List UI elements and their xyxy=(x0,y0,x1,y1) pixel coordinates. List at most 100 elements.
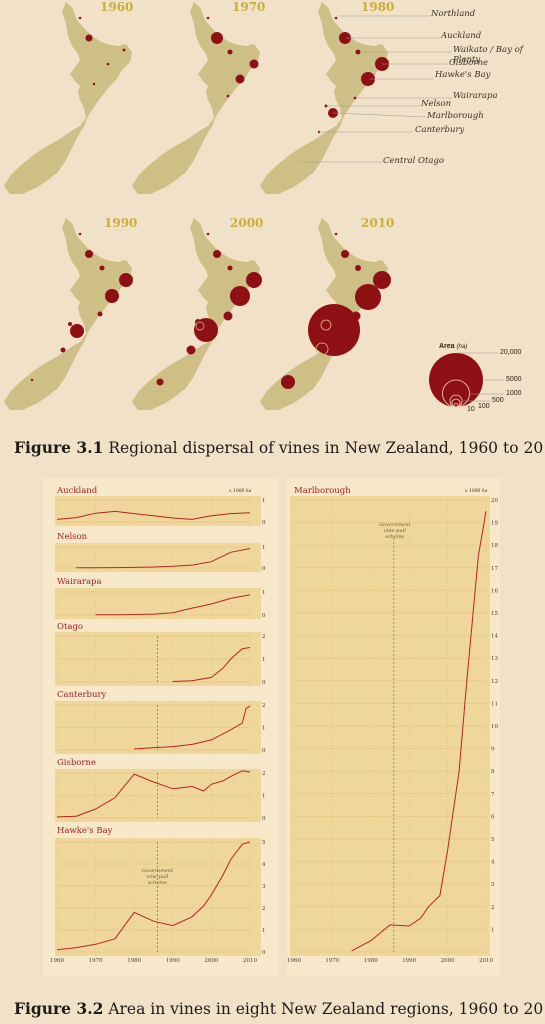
y-tick-label: 18 xyxy=(491,543,498,549)
x-tick-label-right: 1960 xyxy=(287,958,301,964)
year-label-2000: 2000 xyxy=(230,216,264,230)
series-line xyxy=(134,705,251,750)
y-tick-label: 10 xyxy=(491,724,498,730)
year-label-1990: 1990 xyxy=(104,216,138,230)
y-tick-label: 5 xyxy=(491,837,495,843)
chart-panel-marlborough: 1234567891011121314151617181920Marlborou… xyxy=(290,486,498,956)
figure-3-2-caption: Figure 3.2 Area in vines in eight New Ze… xyxy=(14,999,545,1018)
x-tick-label-right: 1990 xyxy=(402,958,416,964)
panel-title: Auckland xyxy=(56,486,98,496)
series-line xyxy=(172,647,251,682)
chart-panel-otago: 0 1 2 Otago xyxy=(55,622,266,686)
y-tick-label: 19 xyxy=(491,521,498,527)
y-tick-label: 20 xyxy=(491,498,498,504)
legend-label-500: 500 xyxy=(492,397,504,404)
region-label-gisborne: Gisborne xyxy=(449,58,488,68)
y-tick-label: 2 xyxy=(262,634,266,640)
series-line xyxy=(56,770,251,818)
y-tick-label: 1 xyxy=(262,657,266,663)
figure-3-2-charts: 0 1 Auckland x 1000 ha 0 1 Nelson 0 1 Wairarapa 0 1… xyxy=(43,478,500,976)
y-tick-label: 16 xyxy=(491,588,498,594)
x-tick-label-left: 2000 xyxy=(204,958,218,964)
y-tick-label: 1 xyxy=(262,590,266,596)
y-tick-label: 1 xyxy=(491,927,495,933)
figure-3-2-text: Area in vines in eight New Zealand regio… xyxy=(108,1000,545,1018)
x-tick-label-left: 1970 xyxy=(89,958,103,964)
y-tick-label: 1 xyxy=(262,928,266,934)
legend-label-100: 100 xyxy=(478,403,490,410)
x-tick-label-right: 2000 xyxy=(441,958,455,964)
region-label-waikato: Waikato / Bay of Plenty xyxy=(453,45,523,65)
panel-title: Canterbury xyxy=(57,690,107,700)
annotation-line-3: scheme xyxy=(385,534,404,540)
x-tick-label-right: 1970 xyxy=(325,958,339,964)
chart-panel-gisborne: 0 1 2 Gisborne xyxy=(55,758,266,822)
y-tick-label: 3 xyxy=(491,882,495,888)
series-line xyxy=(56,510,251,520)
region-label-hawkes-bay: Hawke's Bay xyxy=(435,70,491,80)
year-label-1980: 1980 xyxy=(361,0,395,14)
y-tick-label: 0 xyxy=(262,816,266,822)
y-tick-label: 6 xyxy=(491,814,495,820)
region-label-nelson: Nelson xyxy=(421,99,452,109)
region-label-canterbury: Canterbury xyxy=(415,125,465,135)
unit-label: x 1000 ha xyxy=(229,488,252,494)
legend-label-20000: 20,000 xyxy=(500,349,522,356)
y-tick-label: 1 xyxy=(262,545,266,551)
panel-title: Gisborne xyxy=(57,758,96,768)
x-tick-label-left: 2010 xyxy=(243,958,257,964)
year-label-1960: 1960 xyxy=(100,0,134,14)
y-tick-label: 2 xyxy=(262,906,266,912)
y-tick-label: 0 xyxy=(262,680,266,686)
panel-title: Wairarapa xyxy=(57,577,102,587)
legend-title-text: Area xyxy=(439,343,455,350)
y-tick-label: 1 xyxy=(262,794,266,800)
map-1990 xyxy=(4,218,133,410)
figure-3-2-label: Figure 3.2 xyxy=(14,999,104,1018)
size-legend xyxy=(429,352,504,408)
y-tick-label: 13 xyxy=(491,656,498,662)
y-tick-label: 8 xyxy=(491,769,495,775)
legend-unit-text: (ha) xyxy=(456,344,468,350)
chart-panel-hawke-s-bay: 0 1 2 3 4 5 Hawke's Bay xyxy=(55,826,266,956)
panel-title: Hawke's Bay xyxy=(57,826,113,836)
y-tick-label: 4 xyxy=(491,860,495,866)
x-tick-label-right: 2010 xyxy=(479,958,493,964)
year-label-1970: 1970 xyxy=(232,0,266,14)
legend-title: Area (ha) xyxy=(439,343,467,350)
map-1960 xyxy=(4,2,132,194)
y-tick-label: 11 xyxy=(491,701,498,707)
annotation-line-2: vine-pull xyxy=(146,874,168,880)
y-tick-label: 15 xyxy=(491,611,498,617)
x-tick-label-left: 1980 xyxy=(127,958,141,964)
chart-panel-wairarapa: 0 1 Wairarapa xyxy=(55,577,266,619)
region-label-auckland: Auckland xyxy=(441,31,482,41)
x-tick-label-right: 1980 xyxy=(364,958,378,964)
figure-3-1-maps xyxy=(0,0,545,420)
panel-title: Marlborough xyxy=(294,486,351,496)
legend-label-1000: 1000 xyxy=(506,390,522,397)
region-leader-lines xyxy=(300,15,452,163)
legend-label-10: 10 xyxy=(467,406,475,413)
series-line xyxy=(351,511,487,952)
figure-3-1-text: Regional dispersal of vines in New Zeala… xyxy=(108,439,545,457)
y-tick-label: 0 xyxy=(262,613,266,619)
figure-3-1-caption: Figure 3.1 Regional dispersal of vines i… xyxy=(14,438,545,457)
region-label-central-otago: Central Otago xyxy=(383,156,444,166)
annotation-line-1: Government xyxy=(379,522,411,528)
figure-3-1-label: Figure 3.1 xyxy=(14,438,104,457)
y-tick-label: 7 xyxy=(491,792,495,798)
y-tick-label: 9 xyxy=(491,747,495,753)
y-tick-label: 0 xyxy=(262,950,266,956)
y-tick-label: 2 xyxy=(491,905,495,911)
y-tick-label: 0 xyxy=(262,520,266,526)
x-tick-label-left: 1990 xyxy=(166,958,180,964)
year-label-2010: 2010 xyxy=(361,216,395,230)
y-tick-label: 0 xyxy=(262,566,266,572)
unit-label: x 1000 ha xyxy=(465,488,488,494)
panel-bg xyxy=(55,496,261,526)
y-tick-label: 1 xyxy=(262,726,266,732)
chart-panel-nelson: 0 1 Nelson xyxy=(55,532,266,572)
y-tick-label: 14 xyxy=(491,634,498,640)
map-2000 xyxy=(132,218,262,410)
